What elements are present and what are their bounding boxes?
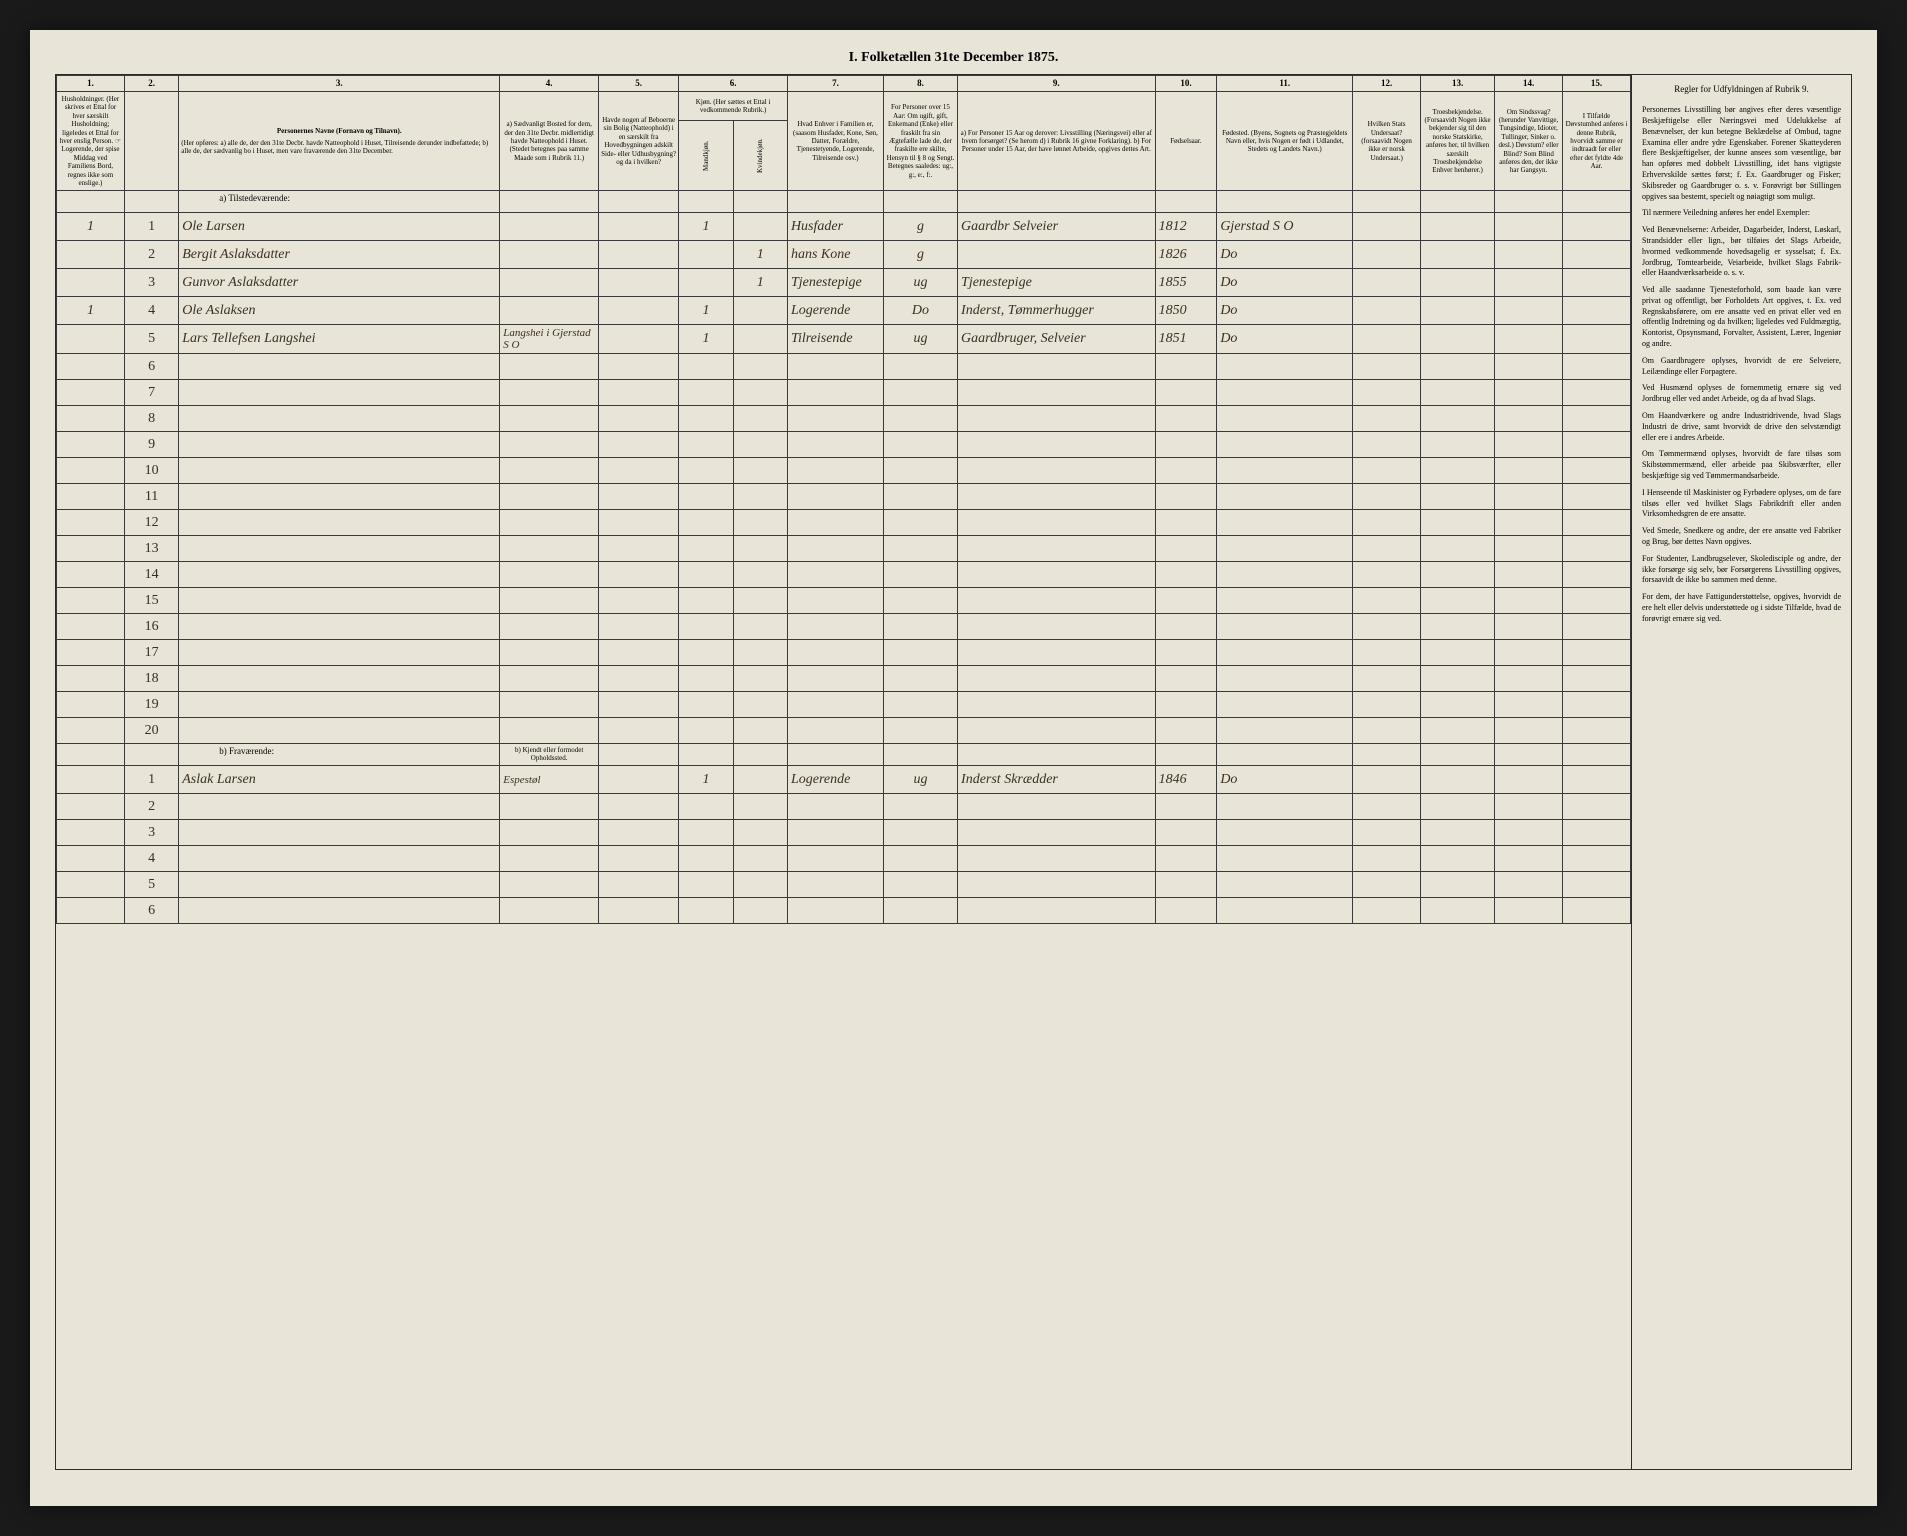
table-row: 3 Gunvor Aslaksdatter 1 Tjenestepige ug … (57, 269, 1631, 297)
header-mandkjon: Mandkjøn. (679, 121, 733, 191)
sidebar-p: For Studenter, Landbrugselever, Skoledis… (1642, 554, 1841, 586)
col-num: 14. (1495, 76, 1563, 92)
section-a-label: a) Tilstedeværende: (179, 191, 500, 213)
table-row: 12 (57, 510, 1631, 536)
header-familie: Hvad Enhver i Familien er, (saasom Husfa… (787, 92, 883, 191)
header-fodselsaar: Fødselsaar. (1155, 92, 1217, 191)
table-row: 3 (57, 820, 1631, 846)
header-blank (124, 92, 178, 191)
table-row: 1 4 Ole Aslaksen 1 Logerende Do Inderst,… (57, 297, 1631, 325)
table-row: 6 (57, 898, 1631, 924)
col-num: 5. (599, 76, 679, 92)
col-num: 7. (787, 76, 883, 92)
sidebar-p: Ved Husmænd oplyses de fornemmetig ernær… (1642, 383, 1841, 405)
header-navne-sub: (Her opføres: a) alle de, der den 31te D… (181, 139, 497, 156)
page-title: I. Folketællen 31te December 1875. (55, 50, 1852, 66)
rows-b-body: 1 Aslak Larsen Espestøl 1 Logerende ug I… (57, 766, 1631, 794)
census-table: 1. 2. 3. 4. 5. 6. 7. 8. 9. 10. 11. 12. 1… (56, 75, 1631, 924)
col-num: 12. (1353, 76, 1421, 92)
col-num: 10. (1155, 76, 1217, 92)
col-num: 6. (679, 76, 788, 92)
table-row: 2 (57, 794, 1631, 820)
col-num: 2. (124, 76, 178, 92)
table-row: 4 (57, 846, 1631, 872)
table-row: 15 (57, 588, 1631, 614)
col-num: 11. (1217, 76, 1353, 92)
table-row: 6 (57, 354, 1631, 380)
header-undersaat: Hvilken Stats Undersaat? (forsaavidt Nog… (1353, 92, 1421, 191)
sidebar-p: Personernes Livsstilling bør angives eft… (1642, 105, 1841, 202)
header-navne: Personernes Navne (Fornavn og Tilnavn). … (179, 92, 500, 191)
header-sindssvag: Om Sindssvag? (herunder Vanvittige, Tung… (1495, 92, 1563, 191)
table-row: 7 (57, 380, 1631, 406)
sidebar-p: Ved Benævnelserne: Arbeider, Dagarbeider… (1642, 225, 1841, 279)
sidebar-p: Ved alle saadanne Tjenesteforhold, som b… (1642, 285, 1841, 350)
table-row: 14 (57, 562, 1631, 588)
table-row: 16 (57, 614, 1631, 640)
table-row: 19 (57, 692, 1631, 718)
section-b-col4: b) Kjendt eller formodet Opholdssted. (500, 744, 599, 766)
col-num: 9. (958, 76, 1156, 92)
table-row: 2 Bergit Aslaksdatter 1 hans Kone g 1826… (57, 241, 1631, 269)
empty-b-body: 23456 (57, 794, 1631, 924)
col-num: 8. (883, 76, 957, 92)
table-row: 9 (57, 432, 1631, 458)
col-num: 3. (179, 76, 500, 92)
sidebar-title: Regler for Udfyldningen af Rubrik 9. (1642, 83, 1841, 95)
sidebar-p: Ved Smede, Snedkere og andre, der ere an… (1642, 526, 1841, 548)
section-b-label: b) Fraværende: (179, 744, 500, 766)
table-row: 18 (57, 666, 1631, 692)
col-num: 1. (57, 76, 125, 92)
header-kvindekjon: Kvindekjøn. (733, 121, 787, 191)
sidebar-p: Om Haandværkere og andre Industridrivend… (1642, 411, 1841, 443)
header-dovstum: I Tilfælde Døvstumhed anføres i denne Ru… (1563, 92, 1631, 191)
col-num: 4. (500, 76, 599, 92)
header-bolig: Havde nogen af Beboerne sin Bolig (Natte… (599, 92, 679, 191)
table-row: 1 Aslak Larsen Espestøl 1 Logerende ug I… (57, 766, 1631, 794)
table-row: 5 (57, 872, 1631, 898)
header-husholdninger: Husholdninger. (Her skrives et Ettal for… (57, 92, 125, 191)
column-number-row: 1. 2. 3. 4. 5. 6. 7. 8. 9. 10. 11. 12. 1… (57, 76, 1631, 92)
col-num: 13. (1421, 76, 1495, 92)
col-num: 15. (1563, 76, 1631, 92)
table-row: 13 (57, 536, 1631, 562)
sidebar-p: Til nærmere Veiledning anføres her endel… (1642, 208, 1841, 219)
table-area: 1. 2. 3. 4. 5. 6. 7. 8. 9. 10. 11. 12. 1… (55, 74, 1632, 1470)
table-row: 10 (57, 458, 1631, 484)
empty-a-body: 67891011121314151617181920 (57, 354, 1631, 744)
table-row: 1 1 Ole Larsen 1 Husfader g Gaardbr Selv… (57, 213, 1631, 241)
sidebar-p: For dem, der have Fattigunderstøttelse, … (1642, 592, 1841, 624)
table-row: 20 (57, 718, 1631, 744)
section-b-row: b) Fraværende: b) Kjendt eller formodet … (57, 744, 1631, 766)
sidebar-p: Om Tømmermænd oplyses, hvorvidt de fare … (1642, 449, 1841, 481)
table-row: 17 (57, 640, 1631, 666)
header-tro: Troesbekjendelse. (Forsaavidt Nogen ikke… (1421, 92, 1495, 191)
section-a-row: a) Tilstedeværende: (57, 191, 1631, 213)
header-sivilstand: For Personer over 15 Aar: Om ugift, gift… (883, 92, 957, 191)
sidebar-p: Om Gaardbrugere oplyses, hvorvidt de ere… (1642, 356, 1841, 378)
table-row: 8 (57, 406, 1631, 432)
table-row: 11 (57, 484, 1631, 510)
census-page: I. Folketællen 31te December 1875. 1. 2.… (30, 30, 1877, 1506)
header-kjon: Kjøn. (Her sættes et Ettal i vedkommende… (679, 92, 788, 121)
header-livsstilling: a) For Personer 15 Aar og derover: Livss… (958, 92, 1156, 191)
rules-sidebar: Regler for Udfyldningen af Rubrik 9. Per… (1632, 74, 1852, 1470)
header-fodested: Fødested. (Byens, Sognets og Præstegjeld… (1217, 92, 1353, 191)
table-row: 5 Lars Tellefsen Langshei Langshei i Gje… (57, 325, 1631, 354)
rows-a-body: 1 1 Ole Larsen 1 Husfader g Gaardbr Selv… (57, 213, 1631, 354)
header-row: Husholdninger. (Her skrives et Ettal for… (57, 92, 1631, 121)
header-navne-title: Personernes Navne (Fornavn og Tilnavn). (181, 127, 497, 135)
main-content: 1. 2. 3. 4. 5. 6. 7. 8. 9. 10. 11. 12. 1… (55, 74, 1852, 1470)
sidebar-p: I Henseende til Maskinister og Fyrbødere… (1642, 488, 1841, 520)
header-bosted: a) Sædvanligt Bosted for dem, der den 31… (500, 92, 599, 191)
